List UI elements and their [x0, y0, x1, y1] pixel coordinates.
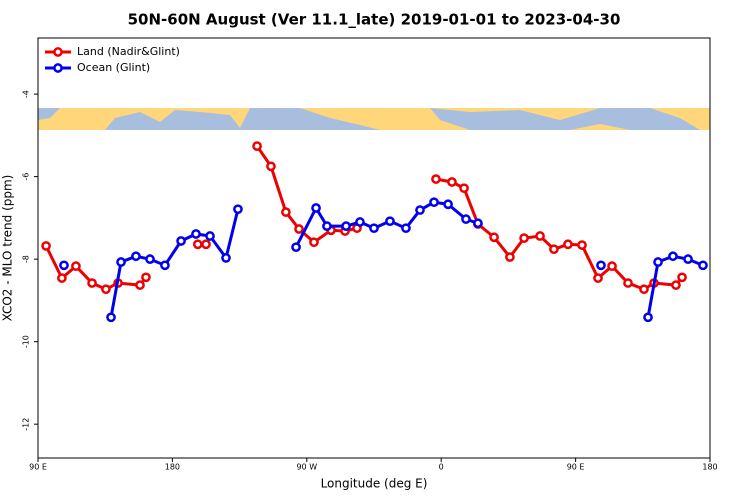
legend-label: Ocean (Glint) — [77, 61, 150, 74]
series-line — [109, 208, 240, 318]
data-point — [668, 251, 678, 262]
data-point — [311, 203, 321, 213]
data-point — [473, 218, 483, 229]
data-point — [535, 231, 545, 241]
data-point — [489, 232, 499, 243]
data-point — [135, 280, 145, 290]
chart-title: 50N-60N August (Ver 11.1_late) 2019-01-0… — [128, 11, 621, 29]
x-axis-label: Longitude (deg E) — [321, 477, 428, 491]
data-point — [205, 231, 215, 241]
x-tick-label: 180 — [165, 463, 180, 472]
data-point — [341, 221, 351, 231]
data-point — [309, 237, 319, 248]
series-line — [435, 177, 684, 291]
data-point — [201, 239, 211, 250]
data-point — [653, 257, 663, 267]
y-tick-label: -12 — [22, 418, 31, 431]
data-point — [369, 223, 379, 234]
data-point — [355, 217, 365, 227]
data-point — [683, 254, 693, 264]
data-point — [116, 257, 126, 267]
data-point — [41, 241, 51, 251]
data-point — [160, 260, 170, 271]
data-point — [415, 205, 425, 215]
data-point — [549, 244, 559, 255]
data-point — [677, 272, 687, 283]
legend-label: Land (Nadir&Glint) — [77, 45, 180, 58]
y-tick-label: -4 — [22, 90, 31, 98]
data-point — [131, 251, 141, 262]
data-point — [401, 223, 411, 234]
legend-marker — [53, 47, 63, 57]
plot-frame — [37, 37, 711, 459]
data-point — [145, 254, 155, 264]
data-point — [577, 240, 587, 250]
data-point — [429, 197, 439, 208]
data-point — [443, 199, 453, 210]
data-point — [233, 204, 243, 215]
data-point — [623, 278, 633, 288]
legend-marker — [53, 63, 63, 73]
y-tick-label: -10 — [22, 335, 31, 348]
x-tick-label: 90 W — [296, 463, 317, 472]
data-point — [252, 141, 262, 151]
y-axis-label: XCO2 - MLO trend (ppm) — [1, 175, 15, 322]
data-point — [643, 312, 653, 323]
data-point — [291, 242, 301, 253]
data-point — [461, 214, 471, 224]
data-point — [176, 236, 186, 246]
data-point — [593, 273, 603, 283]
data-point — [141, 272, 151, 283]
data-point — [57, 273, 67, 283]
data-point — [322, 221, 332, 231]
x-tick-label: 180 — [702, 463, 717, 472]
data-point — [431, 174, 441, 184]
data-point — [281, 207, 291, 217]
data-point — [385, 216, 395, 227]
data-point — [639, 284, 649, 295]
x-tick-label: 90 E — [567, 463, 585, 472]
data-point — [71, 261, 81, 272]
data-point — [106, 312, 116, 323]
data-point — [59, 260, 69, 271]
y-tick-label: -8 — [22, 255, 31, 263]
data-point — [505, 252, 515, 262]
data-point — [459, 183, 469, 194]
data-point — [266, 161, 276, 172]
data-point — [519, 233, 529, 243]
data-point — [698, 260, 708, 271]
data-point — [447, 177, 457, 187]
data-point — [191, 229, 201, 239]
data-point — [563, 239, 573, 250]
data-point — [596, 260, 606, 271]
map-strip — [38, 108, 710, 130]
data-point — [221, 253, 231, 263]
data-point — [607, 261, 617, 272]
data-point — [192, 239, 203, 250]
data-point — [87, 278, 97, 288]
data-point — [101, 284, 111, 295]
x-tick-label: 0 — [439, 463, 444, 472]
data-point — [671, 280, 681, 290]
y-tick-label: -6 — [22, 173, 31, 181]
x-tick-label: 90 E — [29, 463, 47, 472]
data-point — [294, 224, 304, 234]
